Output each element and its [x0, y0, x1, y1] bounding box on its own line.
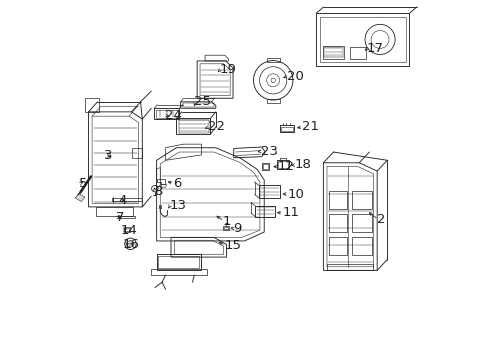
Text: 7: 7	[115, 211, 123, 224]
Text: 5: 5	[79, 177, 87, 190]
Text: 17: 17	[366, 41, 383, 54]
Text: 10: 10	[287, 188, 304, 201]
Text: 22: 22	[207, 121, 224, 134]
Text: 24: 24	[164, 109, 182, 122]
Text: 13: 13	[169, 199, 186, 212]
Text: 3: 3	[104, 149, 112, 162]
Text: 15: 15	[224, 239, 241, 252]
Polygon shape	[75, 194, 85, 202]
Text: 14: 14	[121, 224, 138, 237]
Text: 20: 20	[286, 69, 303, 82]
Text: 18: 18	[294, 158, 311, 171]
Text: 16: 16	[122, 238, 139, 251]
Text: 25: 25	[194, 95, 211, 108]
Text: 9: 9	[233, 222, 241, 235]
Text: 8: 8	[154, 185, 162, 198]
Text: 2: 2	[376, 213, 385, 226]
Text: 21: 21	[301, 121, 318, 134]
Text: 1: 1	[223, 215, 231, 228]
Text: 4: 4	[118, 194, 126, 207]
Text: 6: 6	[172, 177, 181, 190]
Text: 19: 19	[219, 63, 236, 76]
Text: 11: 11	[282, 207, 299, 220]
Text: 23: 23	[260, 145, 277, 158]
Text: 12: 12	[277, 160, 294, 173]
